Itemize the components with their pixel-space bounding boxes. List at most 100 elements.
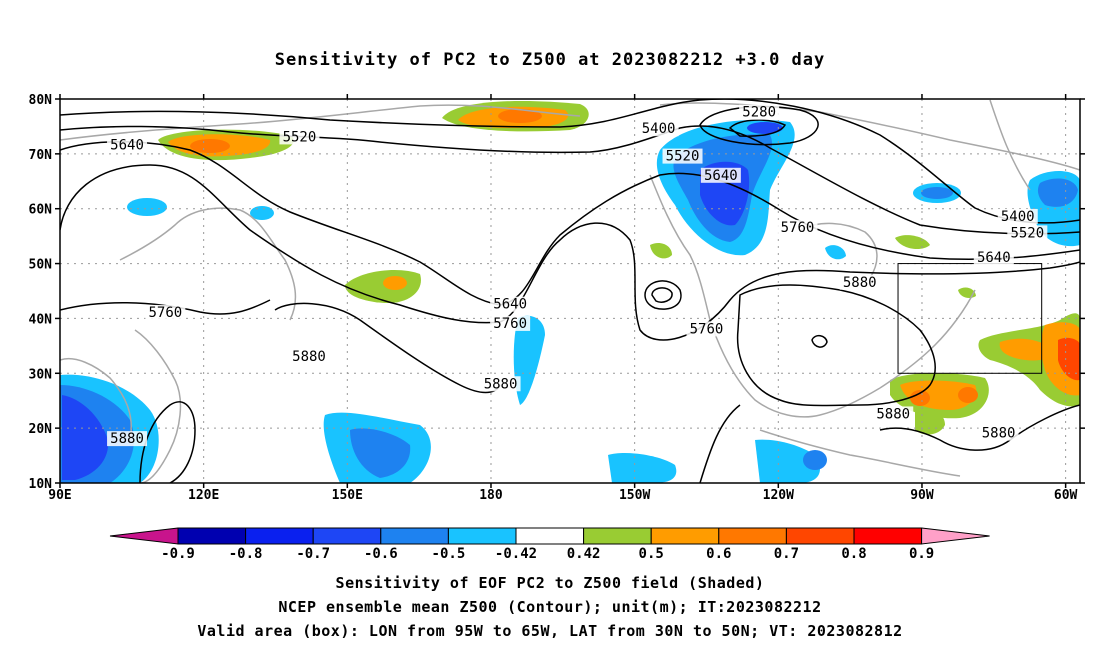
colorbar-swatch [245,527,314,545]
shade-patch-asia-negative [60,374,159,483]
contour-5640 [60,141,1080,306]
caption-shaded: Sensitivity of EOF PC2 to Z500 field (Sh… [335,574,765,592]
contour-5760-west [60,299,271,315]
contour-label: 5760 [690,321,724,337]
colorbar-tip-right [921,527,990,545]
contour-label-bg [873,406,914,422]
contour-5400 [60,99,1080,224]
colorbar-label: 0.42 [567,546,601,562]
contour-label: 5880 [876,406,910,422]
contour-label-bg [289,348,330,364]
contour-label: 5520 [666,149,700,165]
contour-label-bg [662,148,703,164]
contour-label: 5640 [110,138,144,154]
contour-label-bg [739,104,780,120]
lon-tick-label: 120W [763,488,794,503]
contour-label-bg [638,121,679,137]
contour-label: 5880 [292,349,326,365]
latitude-axis: 80N 70N 60N 50N 40N 30N 20N 10N [29,93,1085,492]
contour-label: 5760 [148,305,182,321]
contour-label: 5520 [1010,225,1044,241]
lon-tick-label: 150W [619,488,650,503]
colorbar-label: 0.5 [639,546,664,562]
lat-tick-label: 10N [29,477,53,492]
colorbar-swatch [785,527,855,545]
map-title: Sensitivity of PC2 to Z500 at 2023082212… [274,50,826,70]
colorbar-label: 0.9 [909,546,934,562]
contour-label: 5760 [781,220,815,236]
colorbar-label: -0.42 [495,546,537,562]
contour-5880-se [879,404,1080,451]
colorbar-label: -0.7 [296,546,330,562]
contour-label-bg [686,321,727,337]
shade-patch-siberia-positive [158,129,294,161]
contour-label-bg [997,208,1038,224]
colorbar-swatch [853,527,923,545]
contour-label-bg [700,167,741,183]
contour-label-bg [490,315,531,331]
colorbar-swatch [447,527,517,545]
colorbar-label: -0.5 [432,546,466,562]
map-frame [59,98,1081,484]
lon-tick-label: 90W [910,488,934,503]
contour-5760 [60,164,1080,341]
colorbar-swatch [718,527,787,545]
colorbar: -0.9 -0.8 -0.7 -0.6 -0.5 -0.42 0.42 0.5 0.6 0.7 0.… [109,527,990,562]
lon-tick-label: 60W [1054,488,1078,503]
lat-tick-label: 70N [29,148,53,163]
lon-tick-label: 90E [48,488,71,503]
contour-label: 5400 [642,121,676,137]
contour-label-bg [107,431,148,447]
contour-5520 [60,125,1080,235]
contour-label-bg [480,376,521,392]
contour-label: 5880 [843,275,877,291]
contour-labels: 5280540054005520552055205640564056405640… [107,104,1048,447]
colorbar-swatch [650,527,720,545]
lon-tick-label: 120E [188,488,219,503]
contour-5880-east [736,284,936,407]
contour-5880-small [811,334,828,348]
contour-label-bg [839,274,880,290]
coastlines [60,99,1080,483]
colorbar-label: -0.9 [161,546,195,562]
lat-tick-label: 50N [29,258,53,273]
lat-tick-label: 60N [29,203,53,218]
shade-patch-canada-negative [650,119,795,259]
sensitivity-shading [60,100,1080,483]
contour-label-bg [1007,225,1048,241]
contour-label: 5760 [493,316,527,332]
shade-patch-pacific-positive [345,269,421,304]
colorbar-label: -0.6 [364,546,398,562]
contour-label: 5640 [493,297,527,313]
shade-patch-atlantic-positive [890,313,1080,435]
contour-label: 5640 [977,250,1011,266]
contour-label: 5400 [1001,209,1035,225]
colorbar-swatch [177,527,247,545]
colorbar-tip-left [109,527,179,545]
contour-5880-south [699,404,741,483]
colorbar-label: 0.8 [841,546,866,562]
lat-tick-label: 20N [29,422,53,437]
shade-patch-tropical-negative [127,198,827,483]
colorbar-swatch [515,527,585,545]
gridlines [60,99,1080,483]
contour-label-bg [107,137,148,153]
lon-tick-label: 180 [479,488,503,503]
lon-tick-label: 150E [332,488,363,503]
colorbar-label: 0.7 [774,546,799,562]
contour-label-bg [145,304,186,320]
contour-label-bg [978,425,1019,441]
valid-area-box [897,263,1043,374]
colorbar-swatch [380,527,449,545]
contour-label: 5280 [742,105,776,121]
contour-5880 [274,302,501,394]
caption-valid-area: Valid area (box): LON from 95W to 65W, L… [197,622,903,640]
colorbar-swatch [583,527,652,545]
lat-tick-label: 30N [29,367,53,382]
longitude-axis: 90E 120E 150E 180 150W 120W 90W 60W [48,94,1078,503]
contour-label: 5640 [704,168,738,184]
contour-label-bg [279,129,320,145]
caption-contour: NCEP ensemble mean Z500 (Contour); unit(… [278,598,822,616]
contour-label: 5880 [110,431,144,447]
